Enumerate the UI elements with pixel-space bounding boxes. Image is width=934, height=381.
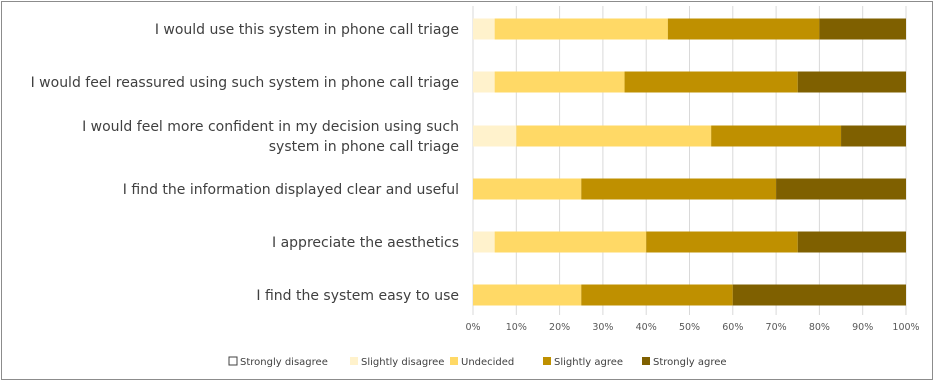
bar-segment-slightly-disagree (473, 125, 517, 147)
x-tick-label: 60% (722, 322, 743, 333)
bar-segment-undecided (473, 178, 582, 200)
category-label: I find the information displayed clear a… (123, 182, 459, 198)
bar-segment-undecided (494, 71, 625, 93)
bar-segment-slightly-agree (624, 71, 798, 93)
bar-segment-strongly-agree (797, 71, 906, 93)
bar-segment-slightly-agree (581, 284, 733, 306)
x-tick-label: 30% (592, 322, 613, 333)
x-tick-label: 10% (506, 322, 527, 333)
bar-segment-undecided (516, 125, 712, 147)
legend-swatch (543, 357, 551, 365)
bar-segment-undecided (473, 284, 582, 306)
bar-segment-slightly-agree (581, 178, 777, 200)
x-tick-label: 100% (892, 322, 919, 333)
x-tick-label: 50% (679, 322, 700, 333)
bar-segment-slightly-agree (667, 18, 820, 40)
category-label: I would feel reassured using such system… (31, 75, 459, 91)
bar-segment-strongly-agree (776, 178, 906, 200)
x-tick-label: 70% (766, 322, 787, 333)
category-label: I would feel more confident in my decisi… (82, 119, 459, 135)
legend-swatch (450, 357, 458, 365)
x-tick-label: 90% (852, 322, 873, 333)
x-tick-labels: 0% 10% 20% 30% 40% 50% 60% 70% 80% 90% 100% (465, 322, 919, 333)
bar-segment-slightly-disagree (473, 231, 495, 253)
bar-segment-slightly-agree (711, 125, 842, 147)
bar-segment-slightly-disagree (473, 18, 495, 40)
legend-swatch (350, 357, 358, 365)
legend-label: Slightly agree (554, 357, 623, 368)
category-label: I appreciate the aesthetics (272, 235, 459, 251)
bar-segment-undecided (494, 18, 668, 40)
gridlines (472, 6, 907, 315)
bar-segment-slightly-disagree (473, 71, 495, 93)
bar-segment-strongly-agree (732, 284, 906, 306)
bar-segment-strongly-agree (841, 125, 906, 147)
bar-segment-strongly-agree (797, 231, 906, 253)
legend-label: Strongly agree (653, 357, 727, 368)
bar-segment-undecided (494, 231, 647, 253)
bar-segment-slightly-agree (646, 231, 798, 253)
legend-swatch (642, 357, 650, 365)
bar-segment-strongly-agree (819, 18, 906, 40)
x-tick-label: 80% (809, 322, 830, 333)
legend: Strongly disagree Slightly disagree Undeci… (228, 356, 727, 368)
legend-label: Strongly disagree (240, 357, 328, 368)
legend-label: Undecided (461, 357, 514, 368)
category-label: I would use this system in phone call tr… (155, 22, 459, 38)
category-label: I find the system easy to use (256, 288, 459, 304)
x-tick-label: 40% (636, 322, 657, 333)
category-labels: I would use this system in phone call tr… (31, 22, 459, 304)
bars (473, 18, 906, 306)
x-tick-label: 20% (549, 322, 570, 333)
category-label: system in phone call triage (269, 139, 459, 155)
legend-label: Slightly disagree (361, 357, 444, 368)
legend-swatch (228, 356, 238, 366)
x-tick-label: 0% (465, 322, 480, 333)
